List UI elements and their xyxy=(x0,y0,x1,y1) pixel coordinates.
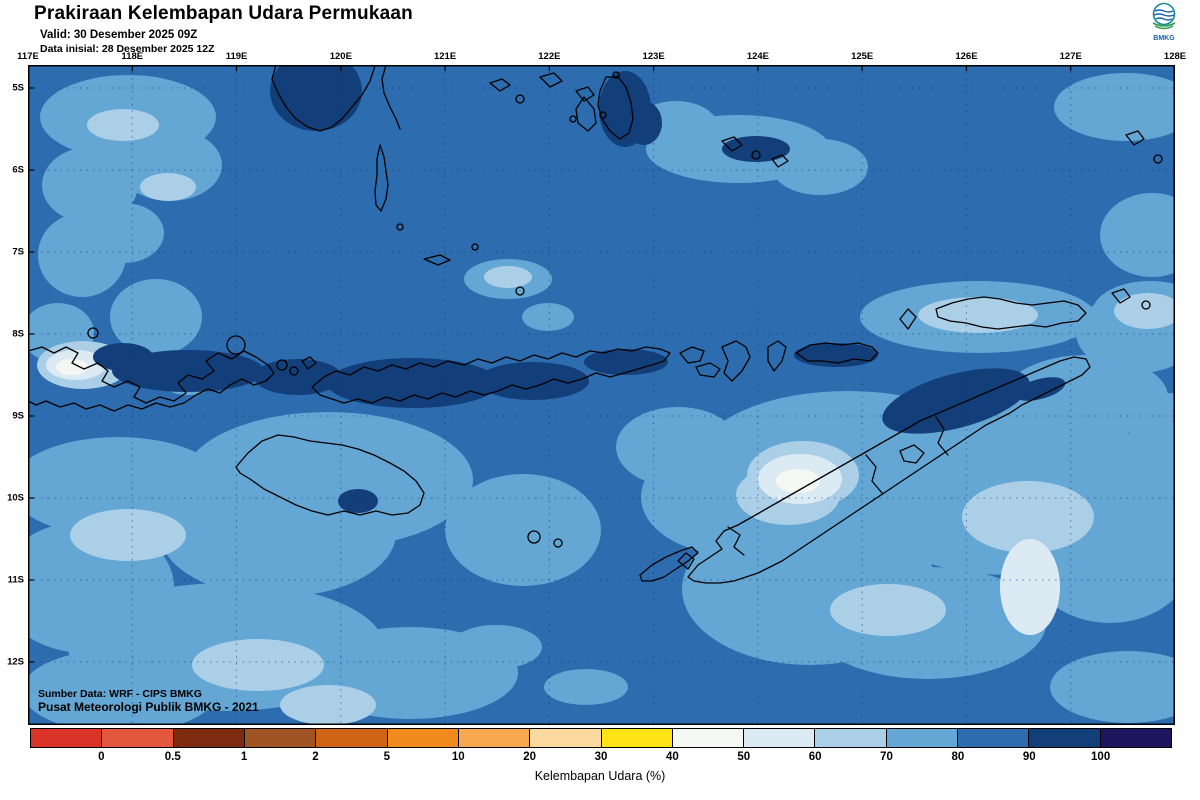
valid-time-line: Valid: 30 Desember 2025 09Z xyxy=(40,29,198,41)
colorbar-tick-label: 40 xyxy=(665,751,679,763)
lon-label: 118E xyxy=(121,51,144,62)
lon-label: 127E xyxy=(1059,51,1082,62)
producer-line: Pusat Meteorologi Publik BMKG - 2021 xyxy=(38,700,259,714)
colorbar-tick-label: 80 xyxy=(951,751,965,763)
bmkg-logo-icon xyxy=(1152,2,1176,30)
colorbar-segment xyxy=(601,729,673,747)
lat-label: 8S xyxy=(12,328,24,340)
bmkg-logo: BMKG xyxy=(1142,2,1186,42)
colorbar-segment xyxy=(458,729,531,747)
colorbar-segment xyxy=(672,729,745,747)
colorbar-segment xyxy=(530,729,602,747)
colorbar-tick-label: 30 xyxy=(594,751,608,763)
colorbar-caption: Kelembapan Udara (%) xyxy=(534,769,666,783)
colorbar-tick-label: 90 xyxy=(1022,751,1036,763)
lat-label: 10S xyxy=(7,492,24,504)
lon-label: 126E xyxy=(955,51,978,62)
lat-label: 7S xyxy=(12,246,24,258)
graticule-gridlines xyxy=(28,65,1175,725)
page-title: Prakiraan Kelembapan Udara Permukaan xyxy=(34,3,413,24)
colorbar-segment xyxy=(387,729,459,747)
lon-label: 123E xyxy=(642,51,665,62)
lat-label: 5S xyxy=(12,82,24,94)
lat-label: 9S xyxy=(12,410,24,422)
colorbar-tick-label: 100 xyxy=(1091,751,1111,763)
map-border xyxy=(28,65,1175,725)
humidity-colorbar xyxy=(30,728,1172,748)
colorbar-tick-label: 5 xyxy=(383,751,391,763)
lon-label: 128E xyxy=(1163,51,1187,62)
colorbar-segment xyxy=(102,729,174,747)
colorbar-tick-label: 70 xyxy=(880,751,893,763)
lon-label: 121E xyxy=(433,51,457,62)
colorbar-segment xyxy=(173,729,245,747)
humidity-90-100-field xyxy=(93,65,1066,513)
data-source-line: Sumber Data: WRF - CIPS BMKG xyxy=(38,688,202,700)
forecast-map xyxy=(28,65,1175,725)
initial-data-line: Data inisial: 28 Desember 2025 12Z xyxy=(40,43,215,55)
colorbar-segment xyxy=(244,729,317,747)
colorbar-segment xyxy=(886,729,959,747)
colorbar-tick-label: 60 xyxy=(808,751,822,763)
lon-label: 122E xyxy=(538,51,561,62)
lat-label: 11S xyxy=(7,574,24,586)
colorbar-segment xyxy=(744,729,816,747)
lon-label: 117E xyxy=(17,51,39,62)
colorbar-segment xyxy=(958,729,1030,747)
lon-label: 125E xyxy=(851,51,874,62)
colorbar-segment xyxy=(1029,729,1101,747)
colorbar-tick-label: 0.5 xyxy=(164,751,181,763)
lon-label: 120E xyxy=(329,51,352,62)
lon-label: 124E xyxy=(746,51,769,62)
humidity-40-50-field xyxy=(56,359,820,493)
colorbar-tick-label: 1 xyxy=(240,751,248,763)
colorbar-tick-label: 50 xyxy=(737,751,751,763)
bmkg-logo-label: BMKG xyxy=(1153,35,1175,42)
lat-label: 6S xyxy=(12,164,24,176)
lat-label: 12S xyxy=(7,656,24,668)
colorbar-tick-label: 10 xyxy=(451,751,465,763)
lon-label: 119E xyxy=(225,51,248,62)
colorbar-segment xyxy=(316,729,388,747)
colorbar-tick-label: 20 xyxy=(523,751,537,763)
colorbar-tick-label: 0 xyxy=(98,751,105,763)
colorbar-segment xyxy=(1100,729,1171,747)
colorbar-segment xyxy=(815,729,887,747)
humidity-map-svg xyxy=(28,65,1175,725)
colorbar-tick-label: 2 xyxy=(312,751,319,763)
axis-tick-marks xyxy=(28,65,1072,663)
colorbar-segment xyxy=(31,729,103,747)
coastlines xyxy=(28,65,1163,584)
